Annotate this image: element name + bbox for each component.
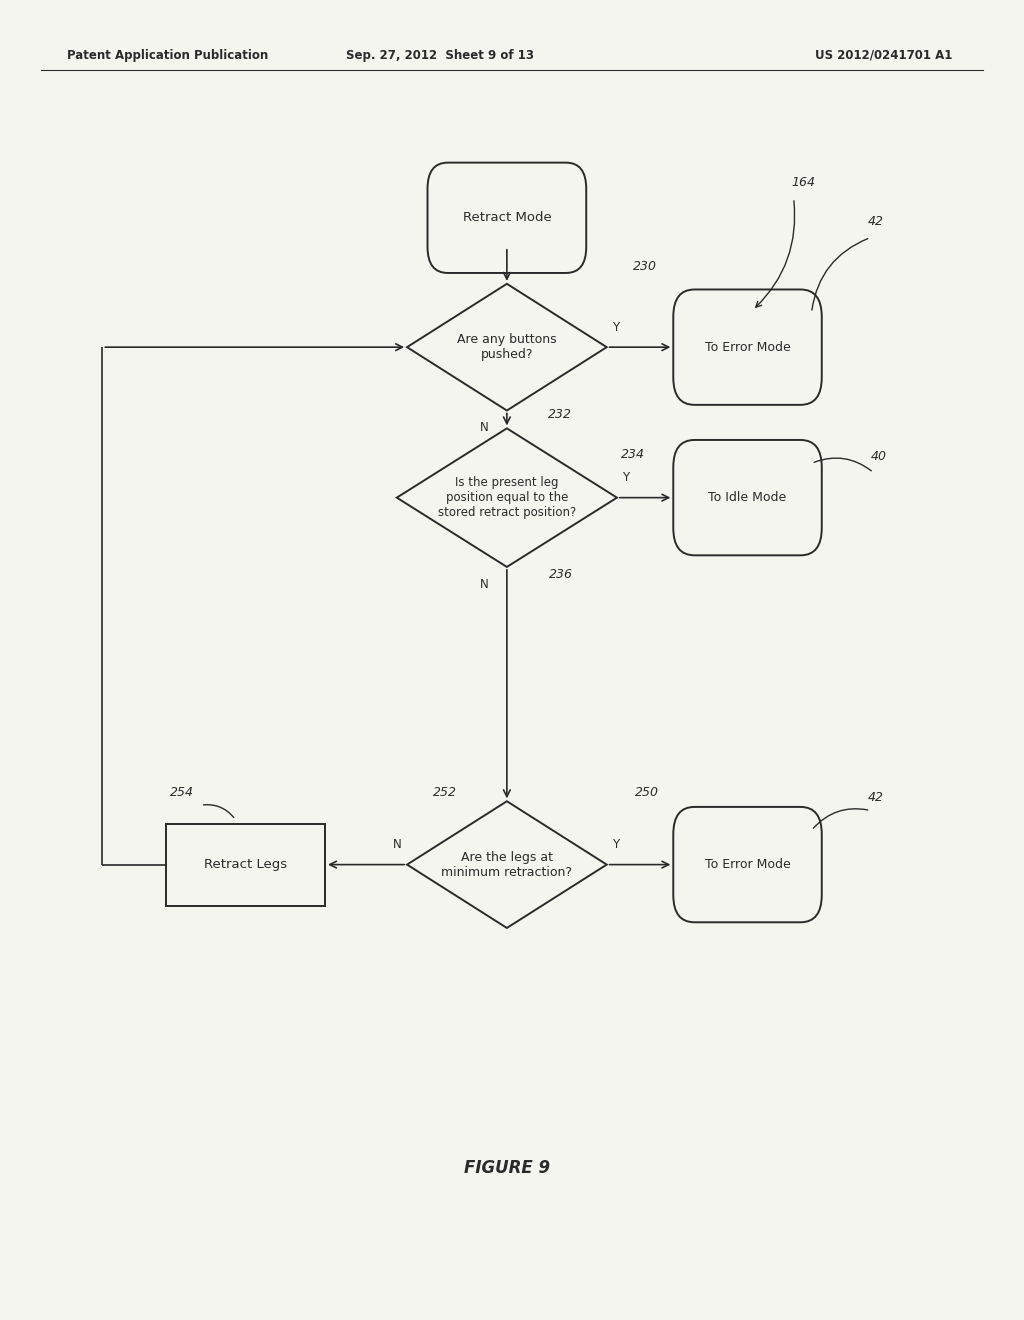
- Text: 250: 250: [635, 785, 659, 799]
- Text: N: N: [480, 578, 488, 590]
- Text: 236: 236: [549, 568, 572, 581]
- Text: Are any buttons
pushed?: Are any buttons pushed?: [457, 333, 557, 362]
- Text: Retract Legs: Retract Legs: [204, 858, 288, 871]
- Text: US 2012/0241701 A1: US 2012/0241701 A1: [815, 49, 952, 62]
- Text: N: N: [393, 838, 401, 851]
- Text: 42: 42: [867, 791, 884, 804]
- Text: 40: 40: [870, 450, 887, 463]
- FancyBboxPatch shape: [674, 440, 821, 556]
- Text: 254: 254: [170, 785, 195, 799]
- Text: Y: Y: [612, 838, 618, 851]
- Text: To Error Mode: To Error Mode: [705, 858, 791, 871]
- Polygon shape: [407, 284, 606, 411]
- Text: Y: Y: [623, 471, 629, 484]
- Polygon shape: [407, 801, 606, 928]
- Text: 230: 230: [633, 260, 657, 273]
- FancyBboxPatch shape: [428, 162, 586, 273]
- Polygon shape: [397, 428, 616, 568]
- Text: 42: 42: [867, 215, 884, 228]
- Text: Patent Application Publication: Patent Application Publication: [67, 49, 268, 62]
- Text: 234: 234: [621, 447, 645, 461]
- Text: Are the legs at
minimum retraction?: Are the legs at minimum retraction?: [441, 850, 572, 879]
- Text: 232: 232: [548, 408, 571, 421]
- Text: N: N: [480, 421, 488, 434]
- Text: 252: 252: [433, 785, 458, 799]
- Text: FIGURE 9: FIGURE 9: [464, 1159, 550, 1177]
- Bar: [166, 824, 326, 906]
- Text: To Error Mode: To Error Mode: [705, 341, 791, 354]
- FancyBboxPatch shape: [674, 807, 821, 923]
- Text: Retract Mode: Retract Mode: [463, 211, 551, 224]
- Text: 164: 164: [792, 176, 816, 189]
- Text: Is the present leg
position equal to the
stored retract position?: Is the present leg position equal to the…: [437, 477, 577, 519]
- FancyBboxPatch shape: [674, 289, 821, 405]
- Text: Y: Y: [612, 321, 618, 334]
- Text: To Idle Mode: To Idle Mode: [709, 491, 786, 504]
- Text: Sep. 27, 2012  Sheet 9 of 13: Sep. 27, 2012 Sheet 9 of 13: [346, 49, 535, 62]
